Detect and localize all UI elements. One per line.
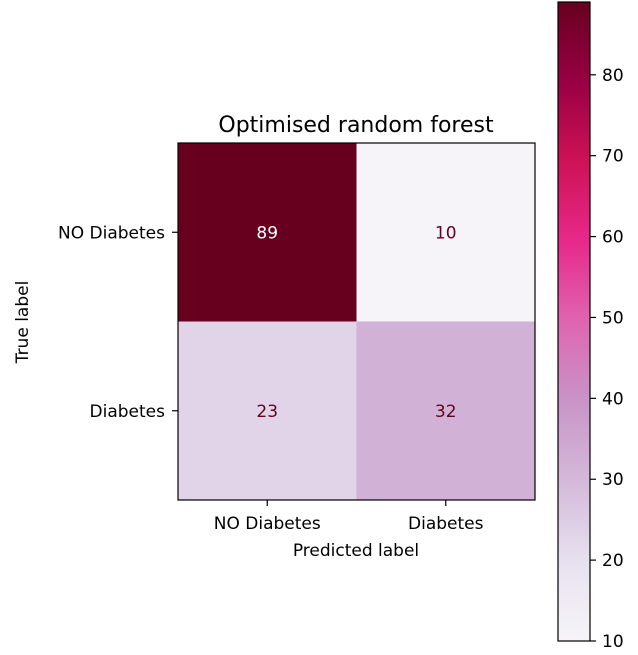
x-tick-label: Diabetes [408, 514, 484, 534]
matrix-cell [356, 321, 535, 500]
colorbar-tick-label: 80 [602, 66, 624, 86]
colorbar-tick-label: 40 [602, 389, 624, 409]
matrix-cell [178, 143, 357, 322]
matrix-cells: 89 10 23 32 [178, 143, 535, 500]
colorbar-tick-label: 20 [602, 551, 624, 571]
colorbar-ticks: 10 20 30 40 50 60 70 80 [590, 66, 624, 652]
y-tick-label: NO Diabetes [58, 223, 165, 243]
cell-value-label: 23 [256, 402, 278, 422]
plot-frame [177, 142, 536, 501]
y-axis-label: True label [13, 281, 33, 365]
matrix-cell [178, 321, 357, 500]
x-axis-label: Predicted label [293, 541, 419, 561]
colorbar-tick-label: 70 [602, 147, 624, 167]
chart-title: Optimised random forest [218, 113, 494, 138]
colorbar [557, 1, 591, 642]
colorbar-tick-label: 10 [602, 632, 624, 652]
cell-value-label: 89 [256, 223, 278, 243]
matrix-cell [356, 143, 535, 322]
cell-value-label: 10 [435, 223, 457, 243]
y-axis-ticks: NO Diabetes Diabetes [58, 223, 178, 422]
x-tick-label: NO Diabetes [214, 514, 321, 534]
x-axis-ticks: NO Diabetes Diabetes [214, 500, 484, 534]
colorbar-tick-label: 30 [602, 470, 624, 490]
colorbar-tick-label: 50 [602, 308, 624, 328]
cell-value-label: 32 [435, 402, 457, 422]
colorbar-tick-label: 60 [602, 228, 624, 248]
y-tick-label: Diabetes [90, 402, 166, 422]
